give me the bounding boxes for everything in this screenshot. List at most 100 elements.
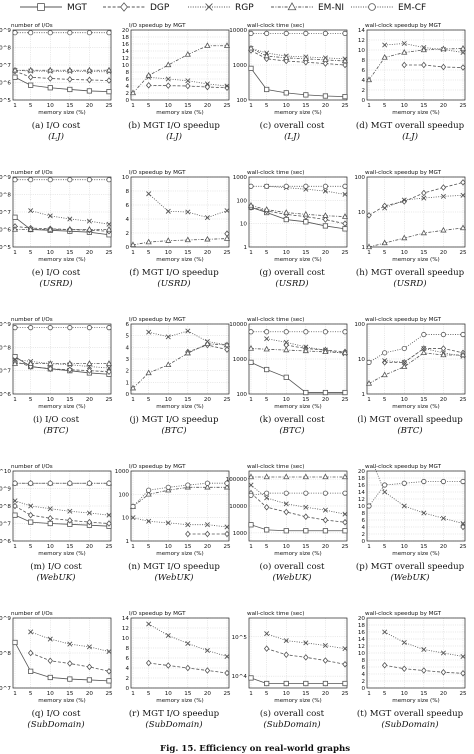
subfigure-dataset: (WebUK) [154, 572, 193, 583]
y-tick-label: 10^9 [0, 616, 11, 622]
series-rgp [382, 629, 466, 660]
y-tick-label: 2 [125, 91, 129, 97]
x-tick-label: 5 [29, 103, 33, 109]
series-mgt [248, 522, 348, 534]
x-tick-label: 15 [184, 544, 192, 550]
series-line [250, 348, 346, 354]
x-tick-label: 25 [223, 250, 231, 256]
y-tick-label: 10^9 [0, 487, 11, 493]
series-rgp [146, 191, 230, 221]
y-tick-label: 10 [358, 48, 366, 54]
data-point [106, 668, 112, 675]
legend-label: RGP [235, 3, 254, 13]
series-dgp [145, 659, 230, 677]
subfigure-dataset: (SubDomain) [263, 719, 320, 730]
subfigure-caption: (t) MGT overall speedup [357, 708, 464, 719]
x-tick-label: 1 [13, 250, 17, 256]
data-point [401, 665, 407, 673]
legend-label: DGP [150, 3, 170, 13]
y-tick-label: 10^9 [0, 175, 11, 181]
y-tick-label: 18 [122, 35, 130, 41]
data-point [28, 480, 34, 486]
data-point [28, 82, 34, 88]
data-point [129, 241, 137, 248]
data-point [365, 379, 373, 386]
y-tick-label: 10000 [229, 28, 247, 34]
x-tick-label: 5 [383, 250, 387, 256]
data-point [341, 473, 349, 480]
data-point [224, 669, 230, 677]
data-point [342, 518, 348, 526]
subfigure-dataset: (WebUK) [390, 572, 429, 583]
y-tick-label: 10^10 [0, 469, 11, 475]
y-tick-label: 0 [361, 98, 365, 104]
legend-label: MGT [67, 3, 87, 13]
data-point [381, 661, 388, 669]
series-line [368, 182, 464, 216]
x-tick-label: 1 [249, 103, 253, 109]
subfigure-caption: (d) MGT overall speedup [356, 120, 465, 131]
data-point [283, 90, 289, 96]
data-point [283, 638, 289, 644]
y-tick-label: 1000 [233, 531, 248, 537]
subfigure-caption: (l) MGT overall speedup [357, 414, 463, 425]
x-tick-label: 5 [29, 397, 33, 403]
series-line [250, 524, 345, 532]
data-point [303, 183, 309, 189]
plot-frame [12, 176, 112, 248]
series-line [250, 677, 345, 684]
data-point [247, 473, 255, 480]
subfigure-caption: (i) I/O cost [33, 414, 80, 425]
chart-title: wall-clock time (sec) [247, 170, 305, 176]
subfigure-caption: (b) MGT I/O speedup [128, 120, 220, 131]
data-point [105, 66, 113, 73]
data-point [322, 389, 329, 396]
x-tick-label: 15 [420, 250, 428, 256]
data-point [223, 42, 231, 48]
x-tick-label: 5 [147, 397, 151, 403]
series-line [250, 205, 346, 218]
y-tick-label: 4 [361, 78, 365, 84]
data-point [86, 76, 93, 84]
data-point [264, 329, 270, 335]
series-line [404, 64, 464, 68]
series-dgp [12, 223, 112, 235]
data-point [106, 649, 112, 655]
x-tick-label: 5 [147, 691, 151, 697]
x-tick-label: 10 [283, 691, 291, 697]
subfigure-dataset: (WebUK) [36, 572, 75, 583]
x-tick-label: 15 [302, 397, 310, 403]
y-tick-label: 10^6 [0, 392, 11, 398]
x-tick-label: 1 [367, 544, 371, 550]
series-line [250, 68, 346, 98]
y-tick-label: 12 [358, 644, 365, 650]
series-em-cf [12, 177, 112, 183]
y-tick-label: 4 [361, 525, 365, 531]
data-point [67, 480, 73, 486]
series-em-ni [11, 226, 113, 232]
y-tick-label: 16 [358, 483, 366, 489]
series-em-ni [129, 235, 231, 248]
subfigure-dataset: (BTC) [43, 425, 68, 436]
y-tick-label: 1 [243, 245, 247, 251]
data-point [12, 480, 18, 486]
chart-title: wall-clock speedup by MGT [365, 170, 442, 176]
data-point [11, 66, 19, 73]
data-point [165, 208, 171, 214]
data-point [12, 357, 18, 363]
series-line [368, 481, 463, 507]
plot-frame [130, 176, 230, 248]
chart-panel-t: wall-clock speedup by MGT024681012141618… [357, 611, 467, 730]
data-point [263, 345, 270, 352]
data-point [322, 93, 329, 99]
plot-frame [248, 176, 348, 248]
y-tick-label: 0 [125, 686, 129, 692]
series-em-ni [11, 479, 113, 486]
chart-panel-p: wall-clock speedup by MGT024681012141618… [356, 464, 467, 583]
x-tick-label: 1 [131, 544, 135, 550]
data-point [440, 184, 447, 191]
y-tick-label: 100 [354, 175, 365, 181]
data-point [12, 325, 18, 331]
